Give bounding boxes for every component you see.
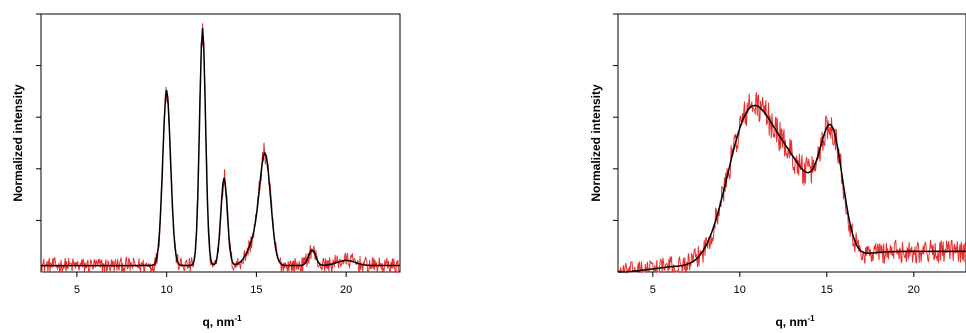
- plot-frame: [617, 13, 966, 273]
- x-axis-label: q, nm-1: [202, 314, 242, 329]
- x-tick-label: 10: [161, 284, 173, 296]
- x-axis-label-superscript: -1: [234, 314, 242, 323]
- x-axis-label-superscript: -1: [807, 314, 815, 323]
- x-tick-label: 5: [74, 284, 80, 296]
- x-tick-label: 15: [821, 284, 833, 296]
- series-fit: [41, 28, 400, 267]
- x-tick-label: 20: [908, 284, 920, 296]
- series-fit: [618, 104, 966, 273]
- chart-left: 5 10 15 20 Normalized intensity q, nm-1: [11, 13, 401, 329]
- x-axis-label-text: q, nm: [775, 315, 807, 329]
- series-measured: [618, 92, 966, 274]
- x-tick-label: 15: [250, 284, 262, 296]
- axis-ticks: 5 10 15 20: [613, 13, 920, 296]
- y-axis-label: Normalized intensity: [589, 84, 603, 202]
- y-axis-label: Normalized intensity: [11, 84, 25, 202]
- chart-right: 5 10 15 20 Normalized intensity q, nm-1: [589, 13, 966, 329]
- x-tick-label: 20: [340, 284, 352, 296]
- series-group: [41, 23, 401, 274]
- x-axis-label-text: q, nm: [202, 315, 234, 329]
- series-measured: [41, 23, 401, 274]
- x-tick-label: 10: [734, 284, 746, 296]
- axis-ticks: 5 10 15 20: [36, 13, 352, 296]
- x-tick-label: 5: [650, 284, 656, 296]
- series-group: [618, 92, 966, 274]
- plot-frame: [40, 13, 401, 273]
- x-axis-label: q, nm-1: [775, 314, 815, 329]
